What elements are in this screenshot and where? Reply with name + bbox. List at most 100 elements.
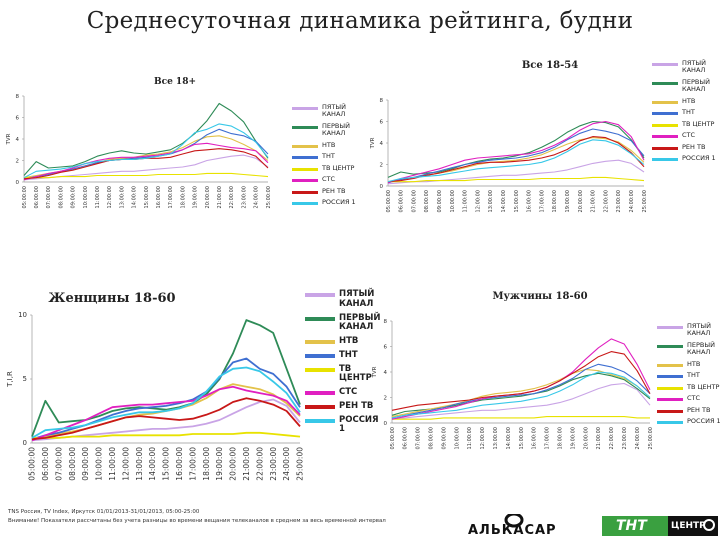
legend-label: РОССИЯ 1	[339, 414, 379, 435]
legend-label: ПЕРВЫЙ КАНАЛ	[339, 312, 381, 333]
x-tick-label: 20:00:00	[229, 447, 238, 481]
x-tick-label: 23:00:00	[241, 186, 247, 208]
centr-logo-text: ЦЕНТР	[671, 521, 706, 531]
x-tick-label: 23:00:00	[616, 190, 622, 212]
chart-men-18-60: Мужчины 18-60 TVR 0 2 4 6 8 05:00:00 06:00:00 07:…	[372, 291, 654, 449]
chart-title: Все 18-54	[522, 60, 578, 71]
x-tick-label: 13:00:00	[493, 427, 499, 449]
legend-swatch	[657, 363, 683, 367]
series-line-4	[387, 128, 645, 184]
x-tick-label: 16:00:00	[156, 186, 162, 208]
legend-label: ТВ ЦЕНТР	[687, 382, 720, 391]
legend-label: ТНТ	[339, 349, 358, 360]
x-tick-label: 20:00:00	[205, 186, 211, 208]
y-tick-label: 6	[380, 120, 384, 126]
legend-swatch	[305, 418, 335, 423]
legend-label: РОССИЯ 1	[322, 198, 356, 207]
x-tick-label: 09:00:00	[81, 447, 90, 481]
series-line-2	[23, 102, 269, 176]
x-tick-label: 17:00:00	[545, 427, 551, 449]
legend-item: ПЕРВЫЙ КАНАЛ	[292, 122, 358, 138]
x-tick-label: 06:00:00	[403, 427, 409, 449]
centr-logo: ЦЕНТР	[668, 516, 718, 536]
series-line-8	[31, 366, 301, 439]
x-tick-label: 24:00:00	[254, 186, 260, 208]
legend-swatch	[292, 125, 318, 129]
legend-item: СТС	[652, 131, 718, 140]
x-tick-label: 14:00:00	[132, 186, 138, 208]
legend-label: СТС	[682, 131, 696, 140]
legend-label: НТВ	[682, 96, 696, 105]
x-tick-label: 13:00:00	[135, 447, 144, 481]
legend-swatch	[652, 135, 678, 139]
legend-swatch	[657, 344, 683, 348]
x-tick-label: 10:00:00	[83, 186, 89, 208]
legend-label: ТНТ	[682, 108, 695, 117]
legend-item: ТНТ	[305, 349, 375, 361]
x-tick-label: 11:00:00	[467, 427, 473, 449]
x-tick-label: 17:00:00	[188, 447, 197, 481]
x-tick-label: 24:00:00	[635, 427, 641, 449]
y-tick-label: 5	[23, 375, 27, 383]
chart-panel-men-18-60: Мужчины 18-60 TVR 0 2 4 6 8 05:00:00 06:00:00 07:…	[370, 285, 720, 510]
x-tick-label: 14:00:00	[506, 427, 512, 449]
legend-label: ПЯТЫЙ КАНАЛ	[322, 103, 346, 119]
legend-swatch	[657, 421, 683, 425]
x-tick-label: 19:00:00	[565, 190, 571, 212]
legend-item: РОССИЯ 1	[657, 417, 720, 425]
legend-swatch	[292, 179, 318, 183]
series-line-8	[391, 371, 651, 419]
x-tick-label: 24:00:00	[629, 190, 635, 212]
legend-item: ТНТ	[292, 152, 358, 160]
x-tick-label: 08:00:00	[428, 427, 434, 449]
series-line-2	[387, 120, 645, 178]
x-tick-label: 24:00:00	[282, 447, 291, 481]
x-tick-label: 25:00:00	[266, 186, 272, 208]
x-tick-label: 13:00:00	[488, 190, 494, 212]
legend-item: РЕН ТВ	[305, 401, 375, 412]
footer-source-line: TNS Россия, TV Index, Иркутск 01/01/2013…	[8, 509, 200, 515]
legend-label: РЕН ТВ	[687, 405, 711, 414]
legend-men-18-60: ПЯТЫЙ КАНАЛ ПЕРВЫЙ КАНАЛ НТВ ТНТ ТВ ЦЕНТР СТС…	[657, 322, 720, 430]
chart-title: Мужчины 18-60	[492, 291, 587, 302]
legend-swatch	[652, 158, 678, 162]
legend-swatch	[292, 107, 318, 110]
x-tick-label: 09:00:00	[437, 190, 443, 212]
legend-item: НТВ	[652, 96, 718, 105]
x-tick-label: 13:00:00	[119, 186, 125, 208]
legend-item: ТВ ЦЕНТР	[657, 382, 720, 391]
x-tick-label: 21:00:00	[242, 447, 251, 481]
x-tick-label: 06:00:00	[34, 186, 40, 208]
x-tick-label: 19:00:00	[215, 447, 224, 481]
y-tick-label: 0	[16, 180, 20, 186]
x-tick-label: 23:00:00	[622, 427, 628, 449]
x-tick-label: 07:00:00	[46, 186, 52, 208]
legend-label: СТС	[322, 175, 336, 184]
legend-swatch	[657, 326, 683, 329]
x-tick-label: 08:00:00	[424, 190, 430, 212]
x-tick-label: 14:00:00	[148, 447, 157, 481]
y-tick-label: 2	[384, 396, 388, 402]
legend-swatch	[652, 123, 678, 127]
series-line-4	[391, 363, 651, 419]
page-title: Среднесуточная динамика рейтинга, будни	[86, 8, 634, 34]
x-tick-label: 06:00:00	[399, 190, 405, 212]
legend-label: СТС	[687, 394, 701, 403]
x-tick-label: 08:00:00	[58, 186, 64, 208]
chart-women-18-60: Женщины 18-60 T,I,R 0 5 10 05:00:00 06:00:00 07…	[6, 291, 305, 481]
x-tick-label: 11:00:00	[108, 447, 117, 481]
legend-item: РОССИЯ 1	[292, 198, 358, 207]
legend-item: НТВ	[657, 360, 720, 368]
chart-panel-all-18plus: Все 18+ TVR 0 2 4 6 8 05:00:00 06:00:00 07:00:00 0…	[0, 60, 385, 240]
tnt-logo: ТНТ	[602, 516, 668, 536]
footer-note: TNS Россия, TV Index, Иркутск 01/01/2013…	[8, 508, 448, 526]
y-tick-label: 4	[384, 370, 388, 376]
x-tick-label: 05:00:00	[28, 447, 37, 481]
y-tick-label: 8	[16, 94, 20, 100]
x-tick-label: 18:00:00	[552, 190, 558, 212]
chart-title: Все 18+	[154, 77, 196, 87]
x-tick-label: 12:00:00	[480, 427, 486, 449]
series-line-8	[23, 123, 269, 179]
footer-logos: АЛЬКАСАР ТНТ ЦЕНТР	[462, 514, 720, 538]
x-tick-label: 25:00:00	[648, 427, 654, 449]
